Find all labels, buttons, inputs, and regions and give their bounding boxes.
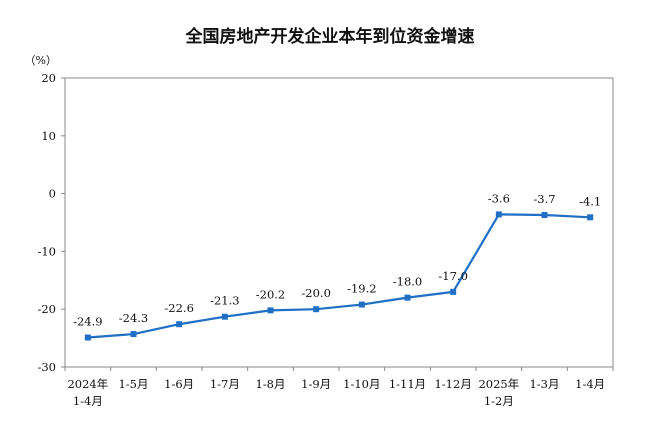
data-point-marker [313,306,320,313]
data-label: -17.0 [438,269,468,283]
x-tick-label: 1-5月 [118,377,148,391]
y-tick-label: -30 [37,360,56,374]
data-point-marker [267,307,274,314]
x-tick-label: 1-12月 [434,377,471,391]
x-tick-label: 1-10月 [343,377,380,391]
x-tick-label: 2025年 [478,377,519,391]
data-point-marker [221,313,228,320]
y-tick-label: -10 [37,244,56,258]
x-tick-label: 1-3月 [529,377,559,391]
data-point-marker [84,334,91,341]
x-tick-label: 1-6月 [164,377,194,391]
chart-title: 全国房地产开发企业本年到位资金增速 [185,27,475,47]
data-point-marker [176,321,183,328]
x-tick-label: 1-8月 [255,377,285,391]
data-label: -4.1 [579,194,601,208]
x-tick-label: 1-11月 [389,377,426,391]
data-label: -18.0 [393,275,423,289]
y-axis-unit-label: （%） [25,54,57,67]
data-label: -20.0 [301,286,331,300]
data-point-marker [404,294,411,301]
x-tick-label: 1-4月 [575,377,605,391]
data-label: -19.2 [347,282,377,296]
data-point-marker [358,301,365,308]
y-tick-label: 20 [41,71,56,85]
series-line [87,213,591,339]
data-label: -3.7 [533,192,555,206]
data-point-marker [130,331,137,338]
data-point-marker [495,211,502,218]
x-tick-label: 1-2月 [484,394,514,408]
x-tick-label: 1-9月 [301,377,331,391]
data-label: -3.6 [488,191,510,205]
data-point-marker [450,288,457,295]
y-tick-label: 0 [49,187,56,201]
x-tick-label: 1-7月 [210,377,240,391]
data-point-marker [587,214,594,221]
x-tick-label: 1-4月 [73,394,103,408]
data-label: -20.2 [256,287,286,301]
y-tick-label: 10 [41,129,56,143]
data-label: -22.6 [164,301,194,315]
data-label: -24.3 [119,311,149,325]
data-point-marker [541,211,548,218]
data-label: -21.3 [210,294,240,308]
x-tick-label: 2024年 [67,377,108,391]
data-label: -24.9 [73,315,103,329]
y-tick-label: -20 [37,302,56,316]
